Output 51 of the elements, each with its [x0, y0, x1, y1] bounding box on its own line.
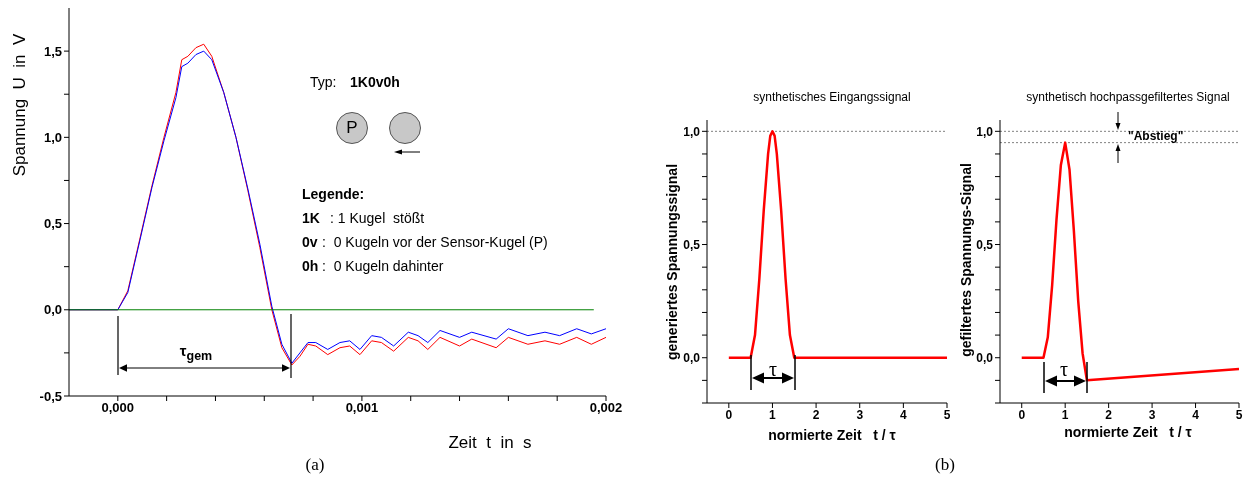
y-tick-label: 0,5	[43, 216, 62, 232]
x-tick-label: 3	[856, 407, 864, 422]
annotation: 0v	[302, 234, 318, 251]
line-series	[727, 130, 947, 359]
y-tick-label: 1,0	[43, 129, 62, 145]
x-tick-label: 3	[1148, 407, 1156, 422]
annotation: τ$_{gem}$	[179, 342, 213, 364]
x-tick-label: 5	[943, 407, 951, 422]
annotation: τ	[768, 357, 778, 381]
annotation: 1K0v0h	[350, 74, 400, 91]
annotation: : 0 Kugeln vor der Sensor-Kugel (P)	[322, 234, 548, 251]
annotation: P	[346, 118, 358, 139]
y-tick-label: 1,0	[683, 124, 701, 139]
y-axis-title: Spannung U in V	[10, 33, 30, 177]
y-tick-label: 1,5	[43, 43, 62, 59]
annotation: : 0 Kugeln dahinter	[322, 258, 444, 275]
text: (b)	[935, 455, 955, 476]
y-tick-label: 1,0	[976, 124, 994, 139]
x-tick-label: 2	[1105, 407, 1113, 422]
x-tick-label: 0	[1018, 407, 1026, 422]
x-tick-label: 4	[900, 407, 908, 422]
x-tick-label: 1	[1061, 407, 1069, 422]
x-tick-label: 0	[725, 407, 733, 422]
x-axis-title: normierte Zeit t / τ	[1064, 424, 1192, 441]
annotation: : 1 Kugel stößt	[330, 210, 425, 227]
x-tick-label: 4	[1192, 407, 1200, 422]
y-axis-title: generiertes Spannungssignal	[664, 163, 680, 361]
y-tick-label: 0,0	[683, 350, 701, 365]
x-axis-title: Zeit t in s	[448, 433, 532, 454]
x-tick-label: 0,001	[345, 400, 379, 416]
y-axis-title: gefiltertes Spannungs-Signal	[958, 163, 974, 357]
annotation: τ	[1059, 357, 1069, 381]
chart-title: synthetisches Eingangssignal	[753, 90, 911, 105]
x-axis-title: normierte Zeit t / τ	[768, 427, 896, 444]
y-tick-label: 0,0	[43, 302, 62, 318]
x-tick-label: 1	[769, 407, 777, 422]
text: (a)	[305, 455, 325, 476]
annotation: Legende:	[302, 186, 365, 203]
annotation: 0h	[302, 258, 319, 275]
y-tick-label: 0,0	[976, 350, 994, 365]
annotation: "Abstieg"	[1128, 129, 1184, 144]
chart-title: synthetisch hochpassgefiltertes Signal	[1026, 90, 1230, 105]
x-tick-label: 2	[812, 407, 820, 422]
y-tick-label: 0,5	[683, 237, 701, 252]
x-tick-label: 0,002	[589, 400, 623, 416]
x-tick-label: 0,000	[101, 400, 135, 416]
x-tick-label: 5	[1235, 407, 1243, 422]
y-tick-label: 0,5	[976, 237, 994, 252]
annotation: 1K	[302, 210, 320, 227]
y-tick-label: -0,5	[39, 388, 62, 404]
annotation: Typ:	[310, 74, 337, 91]
